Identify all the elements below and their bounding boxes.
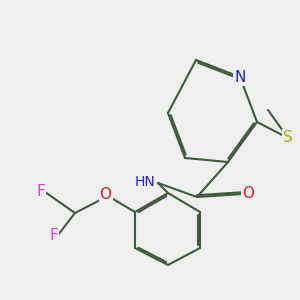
Text: F: F — [49, 227, 58, 242]
Text: O: O — [100, 187, 112, 202]
Text: O: O — [242, 187, 254, 202]
Text: HN: HN — [135, 176, 156, 189]
Text: F: F — [36, 184, 45, 200]
Text: S: S — [283, 130, 293, 146]
Text: N: N — [234, 70, 246, 85]
